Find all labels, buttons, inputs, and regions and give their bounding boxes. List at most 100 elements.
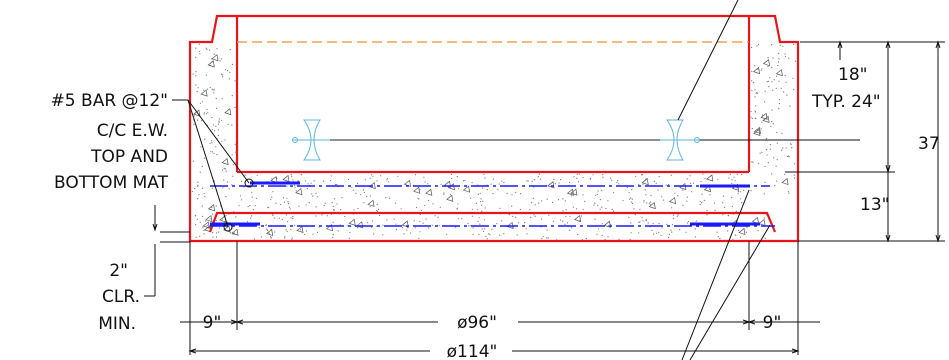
concrete-speckle — [471, 182, 473, 184]
concrete-speckle — [234, 80, 236, 82]
dim-outer-diameter: ø114" — [447, 342, 498, 360]
concrete-speckle — [478, 234, 480, 236]
concrete-speckle — [584, 200, 586, 202]
rebar-bottom-mat — [210, 222, 775, 227]
concrete-speckle — [722, 202, 724, 204]
concrete-speckle — [751, 70, 753, 72]
concrete-speckle — [483, 173, 485, 175]
concrete-speckle — [322, 180, 325, 182]
concrete-speckle — [294, 186, 296, 188]
concrete-speckle — [482, 187, 484, 189]
concrete-speckle — [546, 198, 548, 200]
concrete-speckle — [225, 170, 227, 172]
concrete-speckle — [785, 81, 787, 83]
concrete-speckle — [686, 200, 688, 202]
concrete-speckle — [530, 202, 533, 204]
concrete-speckle — [469, 225, 471, 227]
concrete-speckle — [291, 175, 293, 177]
concrete-speckle — [484, 207, 486, 209]
concrete-speckle — [778, 80, 780, 82]
dim-typ: TYP. 24" — [811, 92, 881, 112]
concrete-speckle — [225, 168, 227, 170]
concrete-speckle — [229, 49, 231, 51]
concrete-speckle — [265, 224, 267, 226]
concrete-speckle — [766, 81, 768, 83]
concrete-speckle — [275, 202, 277, 204]
concrete-speckle — [793, 88, 795, 91]
concrete-speckle — [686, 178, 688, 180]
concrete-speckle — [516, 234, 518, 236]
concrete-speckle — [771, 81, 773, 83]
concrete-speckle — [357, 182, 359, 184]
concrete-speckle — [752, 161, 754, 163]
aggregate-mark — [648, 201, 656, 210]
concrete-speckle — [431, 224, 433, 226]
aggregate-mark — [367, 199, 375, 207]
concrete-speckle — [247, 205, 249, 208]
concrete-speckle — [270, 236, 272, 238]
concrete-speckle — [499, 207, 501, 209]
concrete-speckle — [515, 216, 517, 218]
concrete-speckle — [790, 144, 792, 146]
concrete-speckle — [419, 213, 421, 216]
concrete-speckle — [363, 202, 365, 204]
concrete-speckle — [199, 50, 201, 52]
concrete-speckle — [542, 236, 544, 238]
concrete-speckle — [564, 200, 566, 202]
concrete-speckle — [406, 229, 408, 231]
aggregate-mark — [207, 60, 215, 68]
concrete-speckle — [601, 206, 603, 208]
concrete-speckle — [702, 173, 704, 175]
concrete-speckle — [679, 228, 681, 231]
concrete-speckle — [601, 190, 603, 192]
concrete-speckle — [767, 65, 769, 67]
concrete-speckle — [786, 155, 789, 158]
aggregate-mark — [706, 174, 714, 182]
concrete-speckle — [771, 66, 773, 69]
concrete-speckle — [331, 202, 333, 204]
concrete-speckle — [594, 202, 596, 204]
concrete-speckle — [731, 179, 733, 181]
concrete-speckle — [215, 205, 217, 207]
concrete-speckle — [778, 99, 781, 101]
leader-lines — [172, 0, 860, 360]
concrete-speckle — [312, 195, 314, 197]
concrete-speckle — [206, 224, 208, 226]
concrete-speckle — [772, 57, 774, 59]
concrete-speckle — [511, 205, 513, 207]
concrete-speckle — [566, 222, 569, 224]
aggregate-mark — [762, 59, 771, 67]
concrete-speckle — [223, 168, 225, 170]
concrete-speckle — [283, 201, 285, 203]
concrete-speckle — [472, 215, 474, 217]
concrete-speckle — [217, 123, 220, 125]
concrete-speckle — [407, 227, 409, 229]
concrete-speckle — [639, 221, 641, 223]
concrete-speckle — [559, 219, 562, 221]
concrete-speckle — [217, 134, 219, 137]
concrete-speckle — [491, 228, 493, 230]
concrete-speckle — [209, 86, 211, 89]
concrete-speckle — [517, 222, 520, 224]
clearance-note-line2: CLR. — [102, 287, 140, 307]
concrete-speckle — [638, 232, 640, 234]
concrete-speckle — [203, 229, 205, 232]
concrete-speckle — [400, 208, 402, 210]
aggregate-mark — [224, 108, 232, 116]
concrete-speckle — [773, 79, 776, 81]
concrete-speckle — [209, 142, 211, 144]
concrete-speckle — [295, 190, 297, 192]
concrete-speckle — [781, 132, 783, 134]
concrete-speckle — [533, 179, 535, 181]
concrete-speckle — [734, 234, 736, 236]
concrete-speckle — [380, 175, 382, 177]
concrete-speckle — [722, 214, 724, 216]
concrete-speckle — [593, 204, 595, 206]
concrete-speckle — [471, 208, 473, 210]
concrete-speckle — [464, 179, 466, 182]
concrete-speckle — [195, 84, 197, 86]
concrete-speckle — [403, 233, 405, 235]
concrete-speckle — [228, 78, 230, 80]
concrete-speckle — [201, 120, 203, 122]
